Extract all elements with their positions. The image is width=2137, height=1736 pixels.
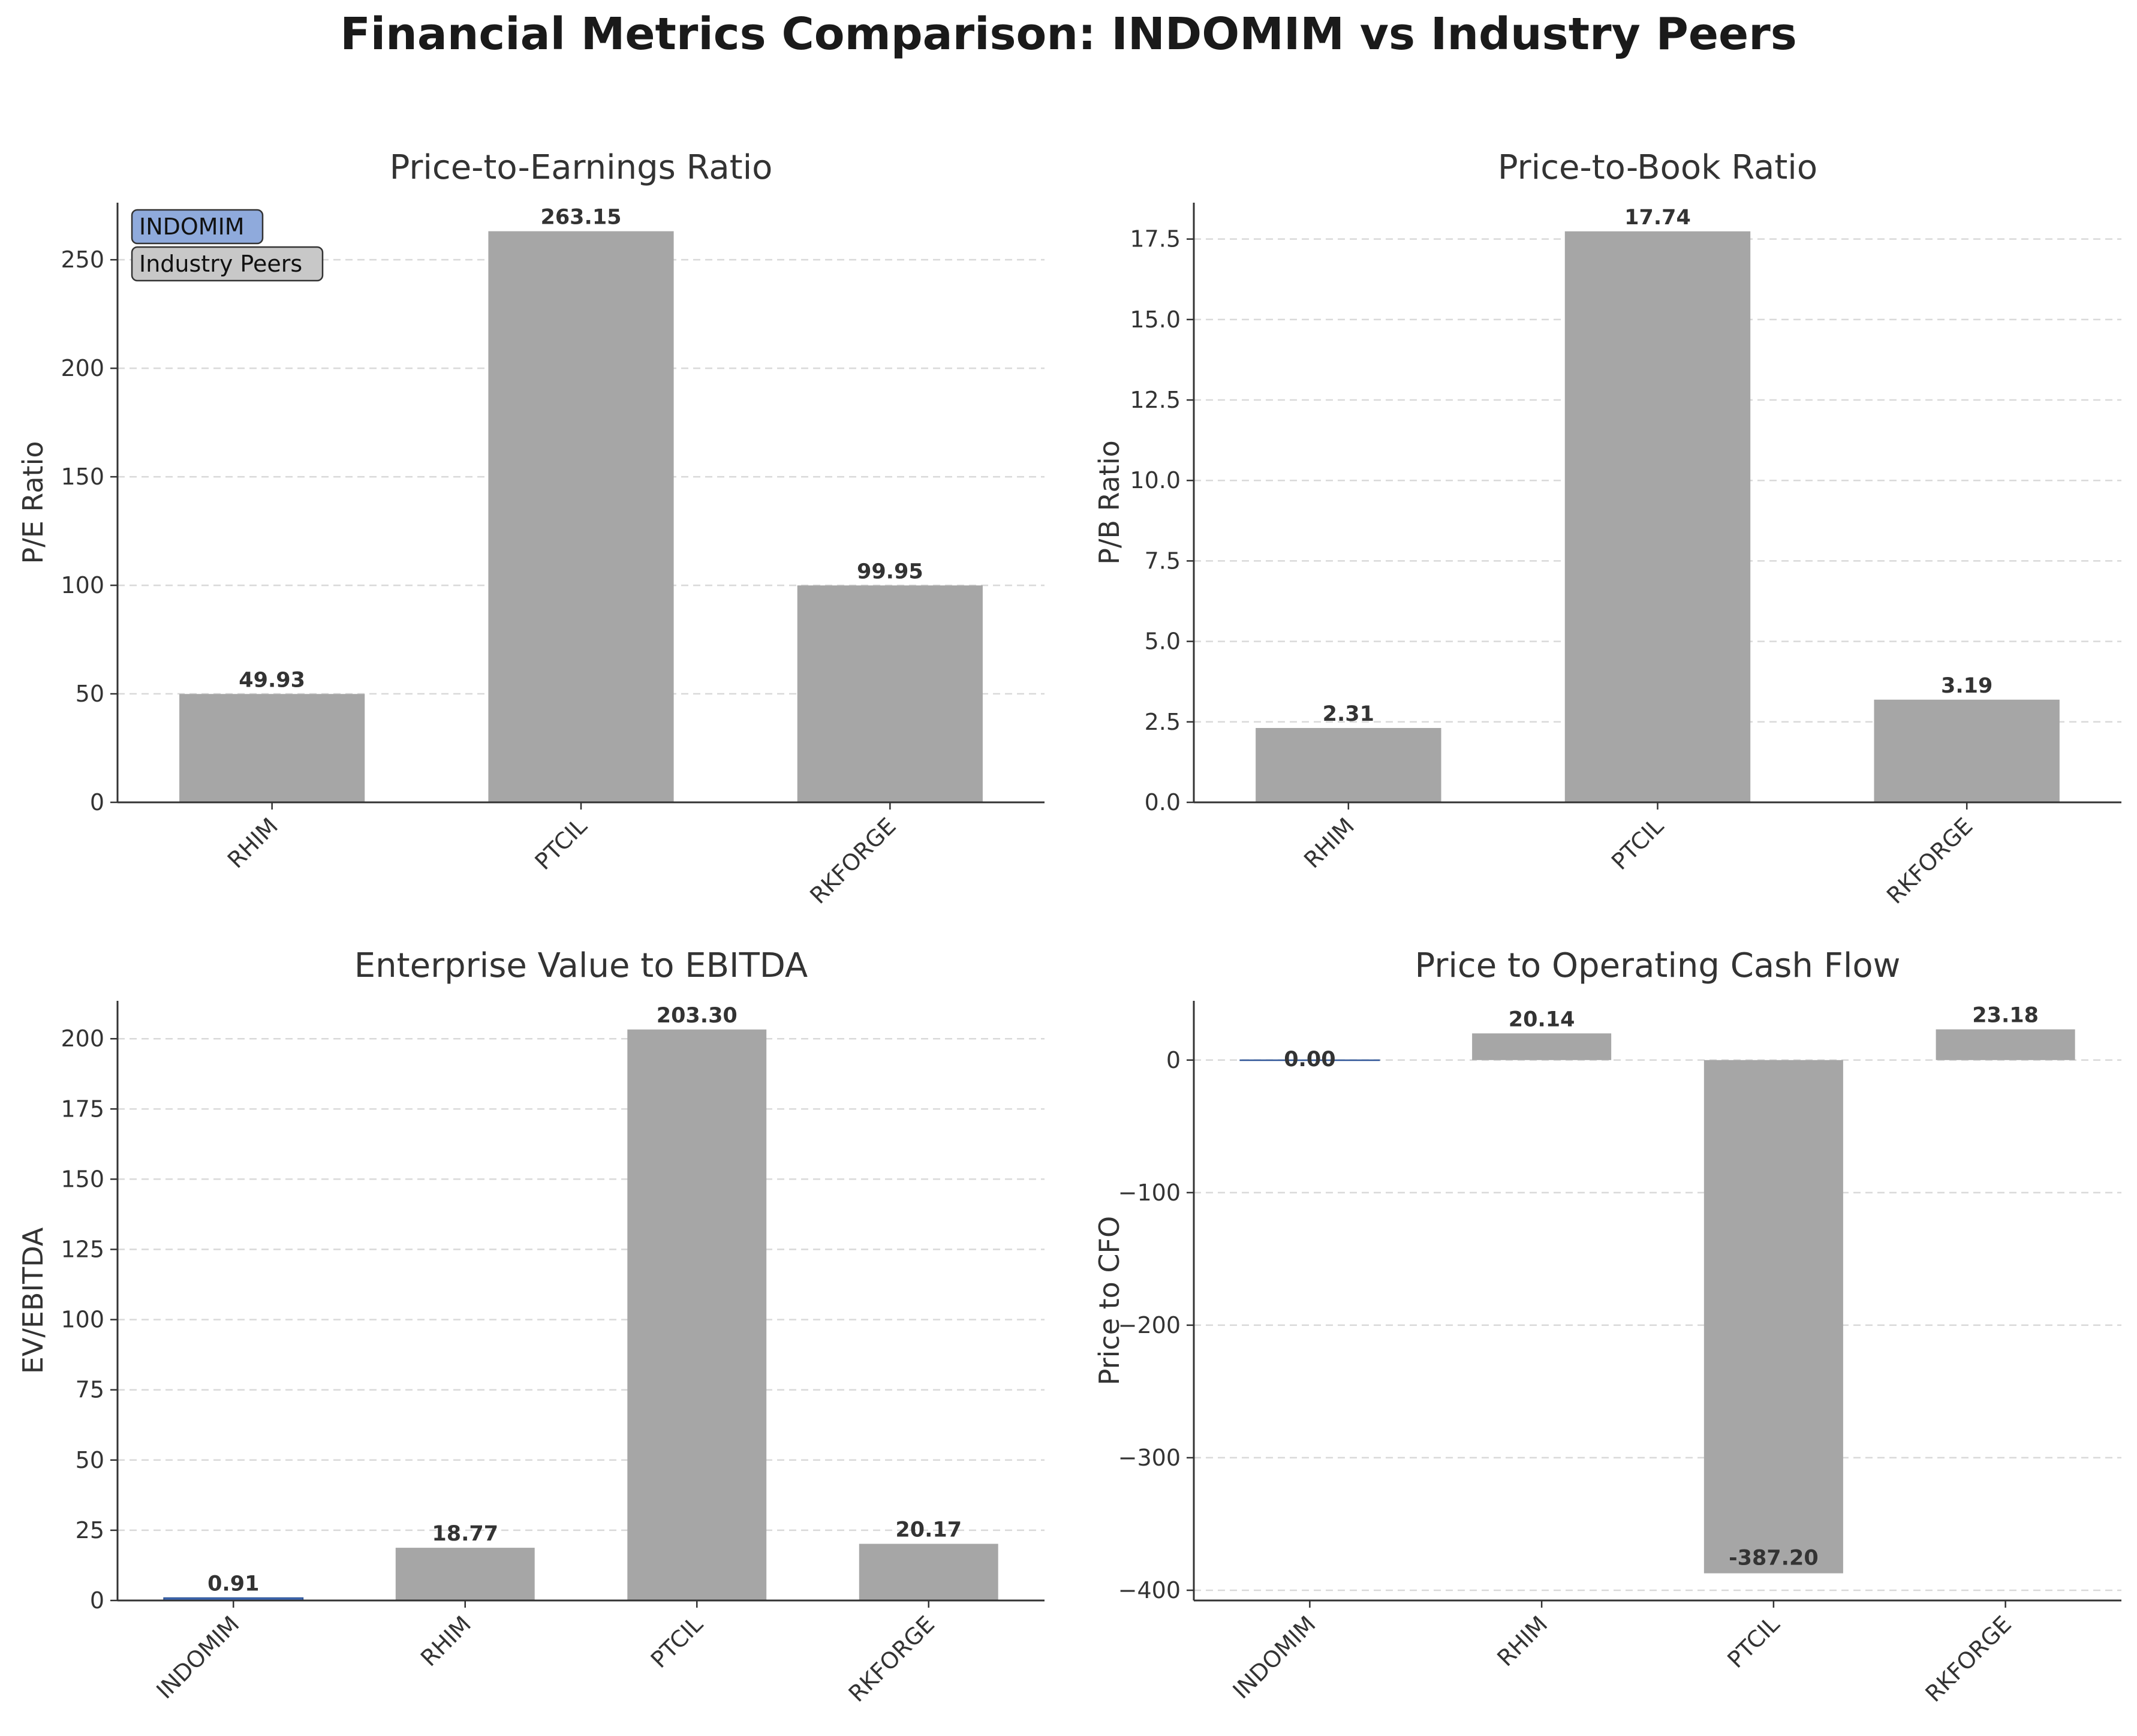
data-label: 263.15 xyxy=(540,206,621,230)
x-tick-label: INDOMIM xyxy=(1227,1611,1320,1704)
bar-ptcil xyxy=(627,1029,767,1600)
bar-rhim xyxy=(395,1548,535,1600)
figure-title: Financial Metrics Comparison: INDOMIM vs… xyxy=(340,8,1797,60)
y-tick-label: 0 xyxy=(90,789,104,816)
data-label: 3.19 xyxy=(1941,674,1992,698)
y-tick-label: 12.5 xyxy=(1130,387,1181,413)
y-tick-label: 17.5 xyxy=(1130,226,1181,252)
y-tick-label: −300 xyxy=(1118,1445,1181,1471)
y-tick-label: 0 xyxy=(90,1587,104,1614)
data-label: 99.95 xyxy=(857,559,923,583)
x-tick-label: PTCIL xyxy=(646,1611,708,1673)
y-tick-label: 75 xyxy=(76,1377,104,1403)
chart-panels: Price-to-Earnings Ratio P/E Ratio 0 50 100 15… xyxy=(17,148,2121,1707)
y-tick-label: 25 xyxy=(76,1517,104,1544)
y-tick-label: 150 xyxy=(61,1166,104,1192)
panel-title: Price-to-Book Ratio xyxy=(1498,148,1817,187)
data-label: -387.20 xyxy=(1729,1547,1819,1570)
x-tick-label: RHIM xyxy=(1299,813,1359,873)
bar-rhim xyxy=(179,694,365,802)
bar-ptcil xyxy=(1703,1060,1843,1573)
legend-box-indomim xyxy=(131,209,264,245)
y-tick-label: 100 xyxy=(61,572,104,598)
y-tick-label: 5.0 xyxy=(1145,628,1181,655)
chart-panel-2: Price-to-Book Ratio P/B Ratio 0.0 2.5 5.0 7.5… xyxy=(1093,148,2121,909)
x-tick-label: RKFORGE xyxy=(805,813,901,908)
data-label: 49.93 xyxy=(239,668,305,692)
x-tick-label: PTCIL xyxy=(1606,813,1669,875)
y-tick-label: 175 xyxy=(61,1096,104,1122)
y-tick-label: 200 xyxy=(61,355,104,381)
x-tick-label: RHIM xyxy=(222,813,283,873)
data-label: 20.14 xyxy=(1509,1007,1575,1031)
data-label: 20.17 xyxy=(895,1518,962,1542)
legend: INDOMIM Industry Peers xyxy=(131,209,324,282)
data-label: 0.00 xyxy=(1284,1048,1335,1072)
chart-panel-3: Enterprise Value to EBITDA EV/EBITDA 0 25 50… xyxy=(17,946,1045,1707)
chart-panel-1: Price-to-Earnings Ratio P/E Ratio 0 50 100 15… xyxy=(17,148,1045,909)
y-tick-label: 0 xyxy=(1166,1047,1181,1073)
y-tick-label: −400 xyxy=(1118,1577,1181,1603)
bar-ptcil xyxy=(488,231,674,802)
y-tick-label: 50 xyxy=(76,1447,104,1473)
y-tick-label: 125 xyxy=(61,1236,104,1263)
bar-rkforge xyxy=(859,1544,998,1600)
legend-label: INDOMIM xyxy=(139,213,245,240)
bar-rhim xyxy=(1256,728,1441,802)
data-label: 23.18 xyxy=(1972,1004,2039,1028)
data-label: 18.77 xyxy=(432,1522,498,1546)
y-tick-label: 0.0 xyxy=(1145,789,1181,816)
x-tick-label: PTCIL xyxy=(530,813,592,875)
y-tick-label: 200 xyxy=(61,1025,104,1052)
y-axis-label: EV/EBITDA xyxy=(17,1227,49,1374)
y-tick-label: 15.0 xyxy=(1130,306,1181,333)
y-tick-label: −100 xyxy=(1118,1180,1181,1206)
data-label: 203.30 xyxy=(657,1004,738,1028)
y-tick-label: 2.5 xyxy=(1145,709,1181,735)
x-tick-label: RHIM xyxy=(416,1611,476,1671)
y-tick-label: 7.5 xyxy=(1145,547,1181,574)
panel-title: Price to Operating Cash Flow xyxy=(1415,946,1901,985)
x-tick-label: RKFORGE xyxy=(1921,1611,2016,1707)
y-tick-label: 50 xyxy=(76,681,104,707)
x-tick-label: INDOMIM xyxy=(151,1611,244,1704)
x-tick-label: RHIM xyxy=(1492,1611,1552,1671)
data-label: 0.91 xyxy=(207,1572,259,1596)
y-tick-label: −200 xyxy=(1118,1312,1181,1338)
x-tick-label: RKFORGE xyxy=(1882,813,1978,908)
bar-rkforge xyxy=(1874,699,2060,802)
bar-rkforge xyxy=(797,585,983,802)
y-axis-label: P/E Ratio xyxy=(17,441,49,564)
bar-indomim xyxy=(1239,1059,1380,1061)
x-tick-label: RKFORGE xyxy=(844,1611,940,1707)
data-label: 17.74 xyxy=(1624,206,1691,230)
y-tick-label: 10.0 xyxy=(1130,467,1181,494)
panel-title: Price-to-Earnings Ratio xyxy=(390,148,773,187)
panel-title: Enterprise Value to EBITDA xyxy=(354,946,808,985)
bar-ptcil xyxy=(1564,231,1751,802)
data-label: 2.31 xyxy=(1323,702,1374,726)
chart-panel-4: Price to Operating Cash Flow Price to CFO… xyxy=(1093,946,2121,1707)
legend-box-industry-peers xyxy=(131,246,324,282)
y-tick-label: 100 xyxy=(61,1307,104,1333)
x-tick-label: PTCIL xyxy=(1722,1611,1784,1673)
bar-rhim xyxy=(1472,1033,1612,1060)
y-axis-label: Price to CFO xyxy=(1093,1216,1125,1385)
y-tick-label: 150 xyxy=(61,464,104,490)
y-axis-label: P/B Ratio xyxy=(1093,440,1125,565)
y-tick-label: 250 xyxy=(61,246,104,273)
bar-rkforge xyxy=(1936,1029,2075,1060)
legend-label: Industry Peers xyxy=(139,251,302,277)
